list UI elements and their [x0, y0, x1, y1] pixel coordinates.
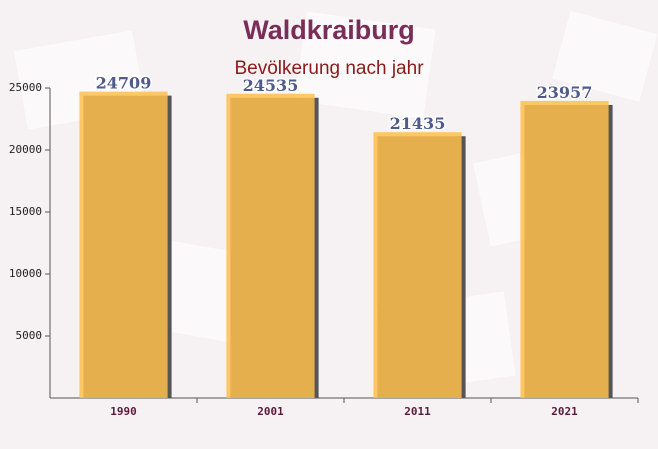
y-tick-label: 20000 [9, 143, 42, 156]
value-label: 24709 [96, 74, 152, 93]
value-label: 23957 [537, 83, 593, 102]
bar [520, 100, 609, 398]
x-tick-label: 1990 [110, 405, 137, 418]
value-label: 24535 [243, 76, 299, 95]
y-tick-label: 5000 [16, 329, 43, 342]
bar [226, 93, 315, 399]
y-tick-label: 10000 [9, 267, 42, 280]
x-tick-label: 2011 [404, 405, 431, 418]
y-tick-label: 25000 [9, 81, 42, 94]
value-label: 21435 [390, 114, 446, 133]
x-tick-label: 2001 [257, 405, 284, 418]
chart-subtitle: Bevölkerung nach jahr [234, 58, 424, 79]
x-tick-label: 2021 [551, 405, 578, 418]
bar [79, 91, 168, 398]
bar [373, 132, 462, 398]
y-tick-label: 15000 [9, 205, 42, 218]
chart-title: Waldkraiburg [243, 15, 415, 45]
